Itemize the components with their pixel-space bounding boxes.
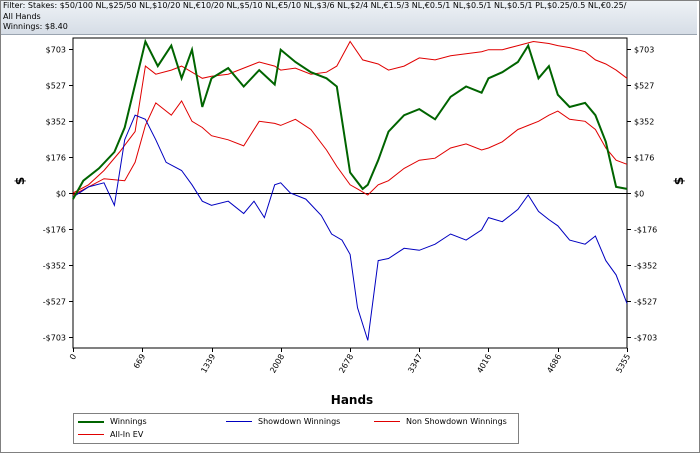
y-tick-label-left: -$352 <box>43 262 66 271</box>
x-tick-label: 4016 <box>475 353 493 375</box>
y-tick-label-right: $352 <box>634 118 654 127</box>
x-tick-label: 5355 <box>614 353 632 375</box>
y-tick-label-right: $176 <box>634 154 654 163</box>
legend-label: Winnings <box>110 417 147 426</box>
x-axis-title: Hands <box>331 393 373 407</box>
y-tick-label-right: -$703 <box>634 334 657 343</box>
axes <box>69 37 631 352</box>
hands-text: All Hands <box>3 11 41 21</box>
y-tick-label-left: -$527 <box>43 298 66 307</box>
y-tick-label-left: $703 <box>46 46 66 55</box>
series-lines <box>72 38 628 341</box>
winnings-text: Winnings: $8.40 <box>3 22 68 31</box>
y-tick-label-left: -$176 <box>43 226 66 235</box>
y-axis-title-right: $ <box>672 177 686 185</box>
x-tick-label: 1339 <box>199 353 217 375</box>
legend-swatch <box>78 434 104 435</box>
legend-label: Non Showdown Winnings <box>406 417 507 426</box>
legend-swatch <box>226 421 252 422</box>
y-tick-label-left: $0 <box>56 190 66 199</box>
legend-swatch <box>78 421 104 423</box>
x-tick-label: 2678 <box>337 353 355 375</box>
series-line-all-in-ev <box>72 40 628 194</box>
y-tick-label-right: -$352 <box>634 262 657 271</box>
legend-label: All-In EV <box>110 430 144 439</box>
legend-label: Showdown Winnings <box>258 417 341 426</box>
filter-info-panel: Filter: Stakes: $50/100 NL,$25/50 NL,$10… <box>1 1 697 35</box>
series-line-non-showdown-winnings <box>72 99 628 196</box>
legend-item-winnings: Winnings <box>78 416 218 427</box>
y-tick-label-right: -$176 <box>634 226 657 235</box>
x-tick-label: 669 <box>132 353 147 371</box>
y-tick-label-left: $527 <box>46 82 66 91</box>
x-tick-label: 4686 <box>545 353 563 375</box>
legend-item-non-showdown: Non Showdown Winnings <box>374 416 524 427</box>
legend-item-showdown: Showdown Winnings <box>226 416 376 427</box>
y-tick-label-left: $352 <box>46 118 66 127</box>
y-tick-label-right: $527 <box>634 82 654 91</box>
y-tick-label-right: $0 <box>634 190 644 199</box>
legend: Winnings Showdown Winnings Non Showdown … <box>73 413 519 444</box>
legend-swatch <box>374 421 400 422</box>
y-tick-label-right: $703 <box>634 46 654 55</box>
series-line-winnings <box>72 38 628 200</box>
filter-text: Filter: Stakes: $50/100 NL,$25/50 NL,$10… <box>3 1 627 10</box>
y-tick-label-right: -$527 <box>634 298 657 307</box>
y-axis-title-left: $ <box>13 177 27 185</box>
x-tick-label: 3347 <box>406 353 424 375</box>
series-line-showdown-winnings <box>72 114 628 341</box>
x-tick-label: 2008 <box>268 353 286 375</box>
x-tick-label: 0 <box>68 353 78 362</box>
y-tick-label-left: $176 <box>46 154 66 163</box>
y-tick-label-left: -$703 <box>43 334 66 343</box>
legend-item-all-in-ev: All-In EV <box>78 429 218 440</box>
